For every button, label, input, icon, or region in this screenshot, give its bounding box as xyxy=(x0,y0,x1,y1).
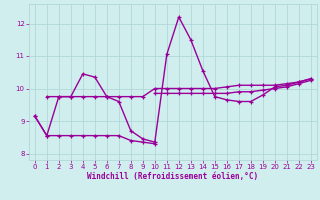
X-axis label: Windchill (Refroidissement éolien,°C): Windchill (Refroidissement éolien,°C) xyxy=(87,172,258,181)
